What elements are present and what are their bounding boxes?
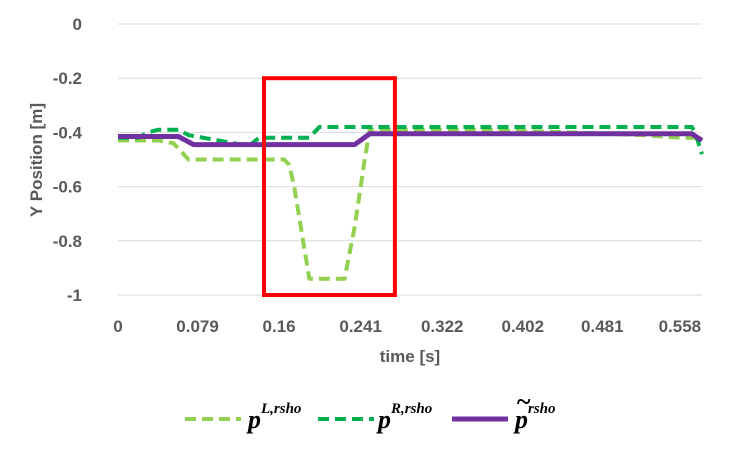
x-tick-label: 0.558 — [659, 317, 702, 336]
y-tick-label: -0.6 — [53, 178, 82, 197]
legend-label-ptilde: prsho — [513, 401, 556, 434]
legend-tilde-mark: ~ — [516, 387, 531, 416]
y-tick-label: 0 — [73, 15, 82, 34]
legend-label-pL: pL,rsho — [246, 401, 301, 434]
x-tick-label: 0.402 — [501, 317, 544, 336]
x-tick-label: 0.241 — [339, 317, 382, 336]
y-axis-tick-labels: 0 -0.2 -0.4 -0.6 -0.8 -1 — [53, 15, 83, 305]
y-tick-label: -0.4 — [53, 123, 83, 142]
x-tick-label: 0.16 — [263, 317, 296, 336]
x-axis-tick-labels: 0 0.079 0.16 0.241 0.322 0.402 0.481 0.558 — [113, 317, 701, 336]
y-tick-label: -0.2 — [53, 69, 82, 88]
x-tick-label: 0 — [113, 317, 122, 336]
y-axis-label: Y Position [m] — [27, 103, 46, 217]
legend: pL,rsho pR,rsho prsho~ — [185, 387, 556, 434]
series-layer — [118, 125, 704, 281]
series-line-pR — [118, 125, 704, 155]
legend-label-pR: pR,rsho — [376, 401, 432, 434]
series-line-pL — [118, 127, 702, 281]
highlight-box — [262, 76, 397, 297]
y-tick-label: -1 — [67, 286, 82, 305]
y-tick-label: -0.8 — [53, 232, 82, 251]
series-line-ptilde — [118, 131, 704, 148]
x-axis-label: time [s] — [380, 347, 440, 366]
x-tick-label: 0.079 — [176, 317, 219, 336]
x-tick-label: 0.322 — [421, 317, 464, 336]
x-tick-label: 0.481 — [581, 317, 624, 336]
